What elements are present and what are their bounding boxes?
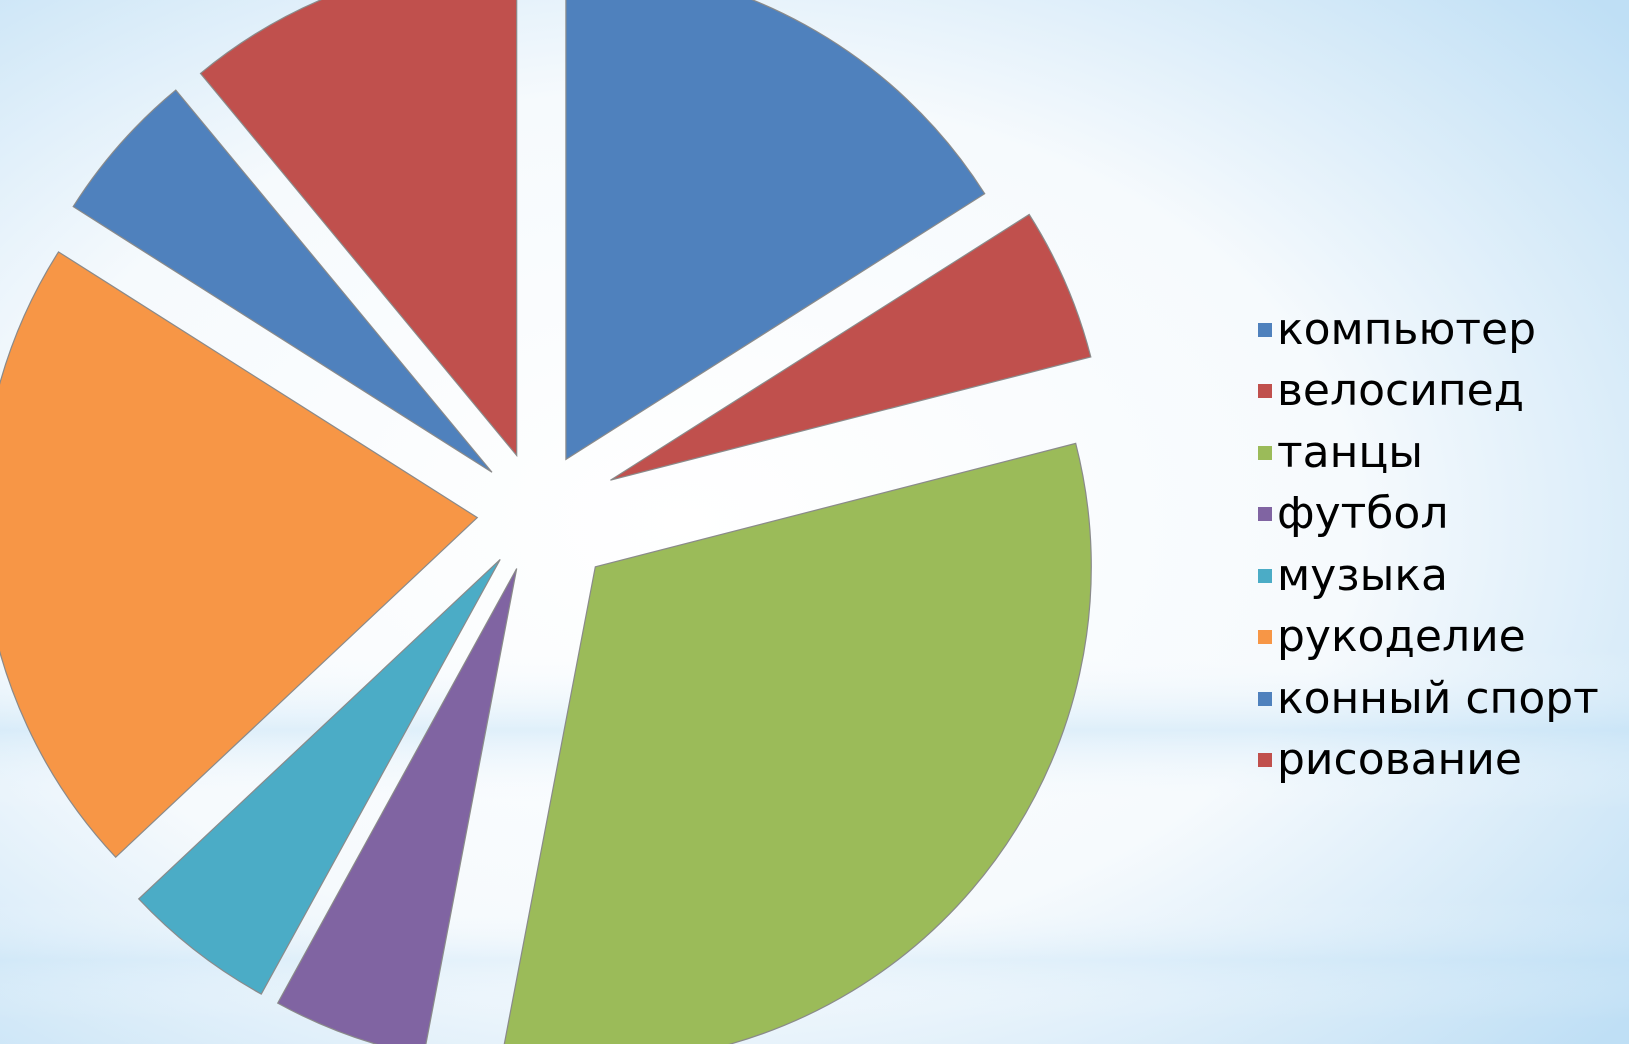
pie-slice-конный-спорт <box>72 89 493 473</box>
pie-slice-рукоделие <box>0 251 479 859</box>
legend-label: танцы <box>1277 426 1424 478</box>
chart-legend: компьютер велосипед танцы футбол музыка рукод… <box>1258 299 1599 791</box>
pie-slice-компьютер <box>565 0 986 461</box>
legend-label: конный спорт <box>1277 672 1599 724</box>
legend-item-танцы: танцы <box>1258 422 1599 484</box>
legend-label: рисование <box>1277 734 1522 786</box>
legend-item-рисование: рисование <box>1258 730 1599 792</box>
legend-swatch <box>1258 753 1272 768</box>
pie-slice-танцы <box>503 442 1092 1044</box>
pie-slice-рисование <box>199 0 518 458</box>
legend-label: музыка <box>1277 549 1448 601</box>
pie-slice-футбол <box>276 568 518 1044</box>
legend-label: компьютер <box>1277 303 1537 355</box>
legend-item-велосипед: велосипед <box>1258 361 1599 423</box>
legend-swatch <box>1258 507 1272 522</box>
legend-item-конный-спорт: конный спорт <box>1258 668 1599 730</box>
legend-swatch <box>1258 691 1272 706</box>
legend-label: рукоделие <box>1277 611 1526 663</box>
legend-swatch <box>1258 445 1272 460</box>
pie-slice-велосипед <box>610 213 1092 481</box>
legend-item-футбол: футбол <box>1258 484 1599 546</box>
legend-swatch <box>1258 568 1272 583</box>
pie-slice-музыка <box>137 558 501 995</box>
legend-label: велосипед <box>1277 365 1525 417</box>
legend-swatch <box>1258 384 1272 399</box>
legend-label: футбол <box>1277 488 1449 540</box>
legend-item-музыка: музыка <box>1258 545 1599 607</box>
legend-swatch <box>1258 630 1272 645</box>
legend-item-компьютер: компьютер <box>1258 299 1599 361</box>
legend-item-рукоделие: рукоделие <box>1258 607 1599 669</box>
legend-swatch <box>1258 322 1272 337</box>
